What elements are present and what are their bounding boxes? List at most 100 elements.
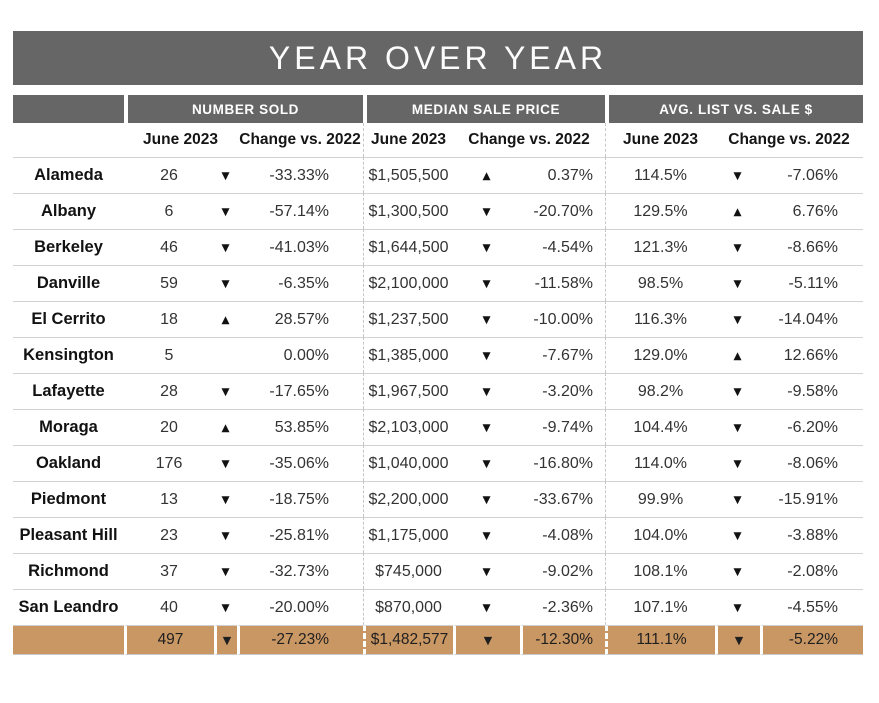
avg-list-sale-change: 12.66% — [760, 337, 863, 373]
avg-list-sale-trend-arrow: ▼ — [715, 229, 760, 265]
number-sold-value: 13 — [124, 481, 214, 517]
subheader-avg-list-june: June 2023 — [605, 123, 715, 157]
avg-list-sale-change: -8.06% — [760, 445, 863, 481]
number-sold-trend-arrow: ▼ — [214, 265, 237, 301]
avg-list-sale-trend-arrow: ▼ — [715, 481, 760, 517]
avg-list-sale-change: -2.08% — [760, 553, 863, 589]
number-sold-value: 28 — [124, 373, 214, 409]
group-header-city-spacer — [13, 95, 124, 123]
avg-list-sale-value: 108.1% — [605, 553, 715, 589]
city-name: Richmond — [13, 553, 124, 589]
avg-list-sale-change: -9.58% — [760, 373, 863, 409]
totals-number-sold-trend-arrow: ▼ — [214, 625, 237, 655]
subheader-median-price-june: June 2023 — [363, 123, 453, 157]
number-sold-trend-arrow: ▲ — [214, 301, 237, 337]
avg-list-sale-trend-arrow: ▼ — [715, 445, 760, 481]
subheader-median-price-change: Change vs. 2022 — [468, 131, 590, 148]
city-name: El Cerrito — [13, 301, 124, 337]
totals-avg-list-sale-trend-arrow: ▼ — [715, 625, 760, 655]
median-price-change: -16.80% — [520, 445, 605, 481]
median-price-trend-arrow: ▼ — [453, 337, 520, 373]
number-sold-change: 0.00% — [237, 337, 363, 373]
avg-list-sale-trend-arrow: ▼ — [715, 157, 760, 193]
avg-list-sale-value: 129.5% — [605, 193, 715, 229]
number-sold-trend-arrow: ▼ — [214, 373, 237, 409]
avg-list-sale-value: 107.1% — [605, 589, 715, 625]
median-price-value: $1,040,000 — [363, 445, 453, 481]
number-sold-trend-arrow: ▼ — [214, 193, 237, 229]
city-name: Pleasant Hill — [13, 517, 124, 553]
median-price-change: -9.02% — [520, 553, 605, 589]
median-price-trend-arrow: ▼ — [453, 193, 520, 229]
stats-table: NUMBER SOLD MEDIAN SALE PRICE AVG. LIST … — [13, 95, 863, 655]
number-sold-change: -20.00% — [237, 589, 363, 625]
subheader-avg-list-change: Change vs. 2022 — [728, 131, 850, 148]
totals-city-name — [13, 625, 124, 655]
median-price-value: $2,200,000 — [363, 481, 453, 517]
totals-median-price-change: -12.30% — [520, 625, 605, 655]
avg-list-sale-change: -4.55% — [760, 589, 863, 625]
median-price-change: -3.20% — [520, 373, 605, 409]
avg-list-sale-change: -15.91% — [760, 481, 863, 517]
city-name: Kensington — [13, 337, 124, 373]
avg-list-sale-value: 114.0% — [605, 445, 715, 481]
median-price-value: $745,000 — [363, 553, 453, 589]
number-sold-value: 176 — [124, 445, 214, 481]
avg-list-sale-trend-arrow: ▼ — [715, 517, 760, 553]
median-price-change: -4.54% — [520, 229, 605, 265]
totals-avg-list-sale-value: 111.1% — [605, 625, 715, 655]
median-price-trend-arrow: ▼ — [453, 265, 520, 301]
median-price-value: $1,967,500 — [363, 373, 453, 409]
totals-number-sold-change: -27.23% — [237, 625, 363, 655]
number-sold-value: 59 — [124, 265, 214, 301]
report-title-bar: YEAR OVER YEAR — [13, 31, 863, 85]
median-price-trend-arrow: ▼ — [453, 229, 520, 265]
number-sold-trend-arrow: ▼ — [214, 553, 237, 589]
number-sold-change: -25.81% — [237, 517, 363, 553]
avg-list-sale-value: 116.3% — [605, 301, 715, 337]
number-sold-trend-arrow: ▼ — [214, 229, 237, 265]
group-header-avg-list-vs-sale: AVG. LIST VS. SALE $ — [605, 95, 863, 123]
avg-list-sale-change: -3.88% — [760, 517, 863, 553]
number-sold-value: 37 — [124, 553, 214, 589]
median-price-value: $1,175,000 — [363, 517, 453, 553]
city-name: San Leandro — [13, 589, 124, 625]
median-price-change: 0.37% — [520, 157, 605, 193]
number-sold-trend-arrow: ▲ — [214, 409, 237, 445]
median-price-change: -10.00% — [520, 301, 605, 337]
city-name: Lafayette — [13, 373, 124, 409]
median-price-change: -2.36% — [520, 589, 605, 625]
city-name: Danville — [13, 265, 124, 301]
number-sold-trend-arrow — [214, 337, 237, 373]
avg-list-sale-change: -8.66% — [760, 229, 863, 265]
city-name: Alameda — [13, 157, 124, 193]
median-price-value: $1,644,500 — [363, 229, 453, 265]
avg-list-sale-value: 98.5% — [605, 265, 715, 301]
totals-avg-list-sale-change: -5.22% — [760, 625, 863, 655]
city-name: Piedmont — [13, 481, 124, 517]
median-price-change: -9.74% — [520, 409, 605, 445]
median-price-value: $1,385,000 — [363, 337, 453, 373]
number-sold-change: -6.35% — [237, 265, 363, 301]
number-sold-value: 6 — [124, 193, 214, 229]
number-sold-change: -41.03% — [237, 229, 363, 265]
city-name: Albany — [13, 193, 124, 229]
subheader-city-spacer — [13, 123, 124, 157]
number-sold-change: 53.85% — [237, 409, 363, 445]
avg-list-sale-trend-arrow: ▼ — [715, 301, 760, 337]
median-price-value: $2,100,000 — [363, 265, 453, 301]
avg-list-sale-trend-arrow: ▲ — [715, 337, 760, 373]
totals-number-sold-value: 497 — [124, 625, 214, 655]
median-price-value: $1,505,500 — [363, 157, 453, 193]
median-price-value: $870,000 — [363, 589, 453, 625]
median-price-trend-arrow: ▼ — [453, 445, 520, 481]
avg-list-sale-change: -14.04% — [760, 301, 863, 337]
number-sold-value: 46 — [124, 229, 214, 265]
median-price-change: -33.67% — [520, 481, 605, 517]
avg-list-sale-value: 98.2% — [605, 373, 715, 409]
report-page: YEAR OVER YEAR NUMBER SOLD MEDIAN SALE P… — [13, 31, 863, 655]
avg-list-sale-change: -5.11% — [760, 265, 863, 301]
avg-list-sale-trend-arrow: ▼ — [715, 553, 760, 589]
median-price-trend-arrow: ▲ — [453, 157, 520, 193]
